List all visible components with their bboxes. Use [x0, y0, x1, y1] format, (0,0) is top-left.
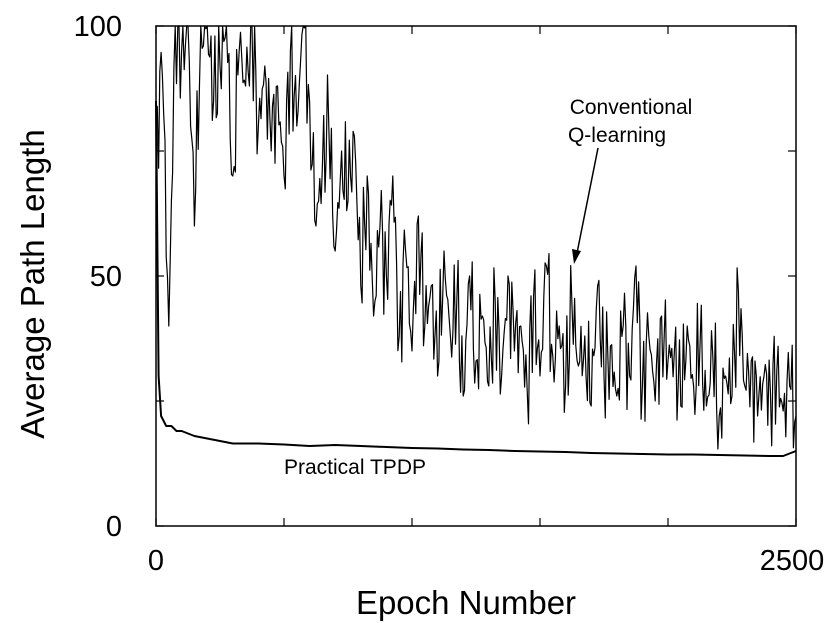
- annotation-arrowhead: [572, 249, 581, 264]
- data-lines: [155, 25, 797, 457]
- x-axis-title: Epoch Number: [356, 584, 576, 621]
- plot-frame: [155, 25, 797, 527]
- x-tick-label-2500: 2500: [760, 545, 825, 577]
- y-tick-label-100: 100: [74, 11, 122, 43]
- annotation-arrow-line: [575, 147, 599, 259]
- annotation-conventional-line1: Conventional: [570, 96, 693, 119]
- y-tick-label-50: 50: [90, 261, 122, 293]
- series-line-tpdp: [155, 100, 797, 457]
- annotation-tpdp: Practical TPDP: [284, 456, 426, 479]
- annotation-conventional-line2: Q-learning: [568, 124, 666, 147]
- axis-ticks: [155, 25, 797, 527]
- x-tick-label-0: 0: [148, 545, 164, 577]
- series-line-conventional: [155, 25, 797, 450]
- y-axis-title: Average Path Length: [14, 129, 51, 438]
- y-tick-label-0: 0: [106, 511, 122, 543]
